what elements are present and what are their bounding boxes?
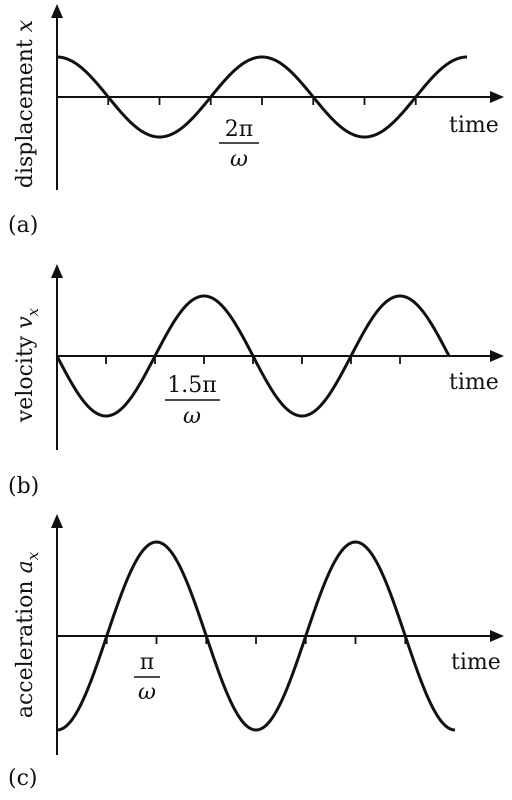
y-axis-arrowhead xyxy=(51,264,63,278)
y-axis-label: displacement x xyxy=(13,19,38,188)
x-axis-label: time xyxy=(451,650,501,675)
tick-label-numerator: π xyxy=(140,650,154,675)
x-axis-label: time xyxy=(449,370,499,395)
panel-displacement: time 2π ω displacement x (a) xyxy=(8,4,504,238)
y-axis-label: acceleration ax xyxy=(13,551,42,718)
tick-label-denominator: ω xyxy=(138,680,156,705)
panel-velocity: time 1.5π ω velocity vx (b) xyxy=(8,264,504,499)
panel-label: (a) xyxy=(8,213,38,238)
acceleration-curve xyxy=(56,540,456,732)
y-axis-arrowhead xyxy=(51,4,63,18)
tick-label-fraction: 1.5π ω xyxy=(165,373,220,429)
x-axis-arrowhead xyxy=(490,630,504,642)
x-axis-arrowhead xyxy=(490,350,504,362)
tick-label-denominator: ω xyxy=(230,147,248,172)
tick-label-fraction: π ω xyxy=(134,650,160,705)
panel-label: (b) xyxy=(8,474,39,499)
x-ticks xyxy=(105,636,407,644)
x-ticks xyxy=(107,97,417,105)
y-axis-label: velocity vx xyxy=(13,307,42,423)
tick-label-denominator: ω xyxy=(183,404,201,429)
displacement-curve xyxy=(56,55,468,139)
y-axis-arrowhead xyxy=(51,514,63,528)
panel-acceleration: time π ω acceleration ax (c) xyxy=(8,514,504,791)
tick-label-fraction: 2π ω xyxy=(219,117,259,172)
panel-label: (c) xyxy=(8,766,38,791)
x-axis-label: time xyxy=(449,113,499,138)
x-axis-arrowhead xyxy=(490,91,504,103)
velocity-curve xyxy=(55,294,451,418)
tick-label-numerator: 2π xyxy=(225,117,253,142)
tick-label-numerator: 1.5π xyxy=(167,373,216,398)
